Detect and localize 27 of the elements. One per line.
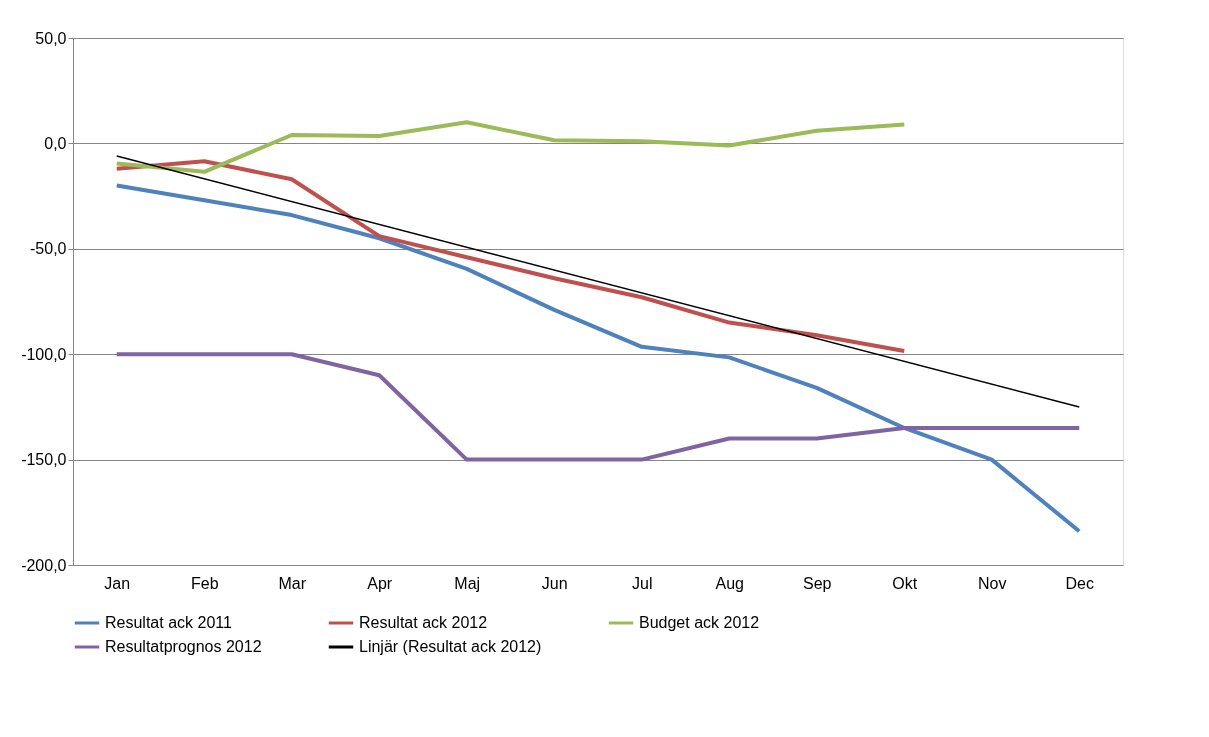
line-series <box>114 120 907 174</box>
legend-label: Resultat ack 2012 <box>359 614 488 631</box>
line-series <box>114 352 1082 462</box>
y-tick-label: -200,0 <box>21 556 67 574</box>
x-tick-label: Dec <box>1065 574 1094 592</box>
legend-label: Budget ack 2012 <box>639 614 760 631</box>
x-tick-label: Mar <box>278 574 307 592</box>
x-tick-label: Apr <box>367 574 393 592</box>
x-tick-label: Aug <box>715 574 744 592</box>
line-series <box>114 183 1082 534</box>
y-tick-label: 50,0 <box>35 29 67 47</box>
y-tick-label: -150,0 <box>21 451 67 469</box>
x-tick-label: Nov <box>978 574 1007 592</box>
legend-label: Linjär (Resultat ack 2012) <box>359 638 542 655</box>
x-tick-label: Jun <box>541 574 568 592</box>
x-tick-label: Jan <box>104 574 131 592</box>
legend-label: Resultat ack 2011 <box>105 614 232 631</box>
x-tick-label: Maj <box>454 574 481 592</box>
x-tick-label: Okt <box>892 574 918 592</box>
x-tick-label: Sep <box>803 574 832 592</box>
y-tick-label: -50,0 <box>30 240 67 258</box>
line-series <box>114 159 907 354</box>
y-tick-label: 0,0 <box>44 134 67 152</box>
x-tick-label: Jul <box>632 574 653 592</box>
x-tick-label: Feb <box>190 574 219 592</box>
legend-label: Resultatprognos 2012 <box>105 638 262 655</box>
y-tick-label: -100,0 <box>21 345 67 363</box>
